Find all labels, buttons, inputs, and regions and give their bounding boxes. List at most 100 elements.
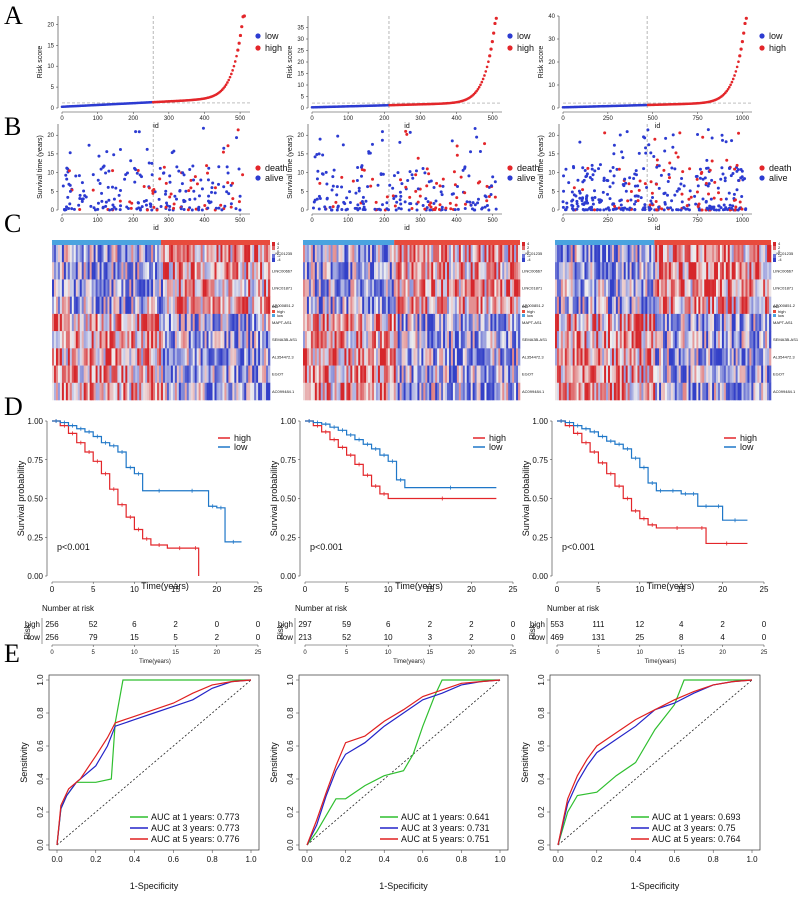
heatmap-cell [244, 313, 247, 332]
heatmap-cell [157, 262, 160, 280]
heatmap-cell [502, 245, 505, 263]
heatmap-cell [61, 279, 65, 297]
heatmap-cell [751, 313, 754, 332]
heatmap-cell [439, 279, 442, 297]
heatmap-cell [657, 279, 660, 297]
heatmap-cell [447, 279, 450, 297]
heatmap-cell [358, 348, 361, 366]
death-point [689, 195, 693, 199]
heatmap-cell [316, 313, 320, 332]
alive-point [161, 171, 165, 175]
death-point [627, 182, 631, 186]
heatmap-cell [212, 365, 215, 384]
heatmap-row [303, 382, 521, 401]
plot-frame [298, 674, 509, 851]
heatmap-cell [348, 279, 351, 297]
heatmap-cell [264, 262, 267, 280]
y-tick-label: 1.00 [280, 417, 296, 426]
heatmap-cell [131, 296, 134, 315]
alive-point [574, 194, 578, 198]
heatmap-cell [91, 348, 94, 366]
death-point [463, 191, 467, 195]
heatmap-cell [598, 365, 601, 384]
heatmap-cell [755, 279, 758, 297]
heatmap-cell [368, 313, 371, 332]
heatmap-cell [246, 313, 249, 332]
alive-point [585, 194, 589, 198]
heatmap-cell [717, 348, 721, 366]
heatmap-cell [61, 348, 65, 366]
y-tick-label: 0.2 [286, 806, 295, 818]
heatmap-cell [143, 279, 146, 297]
alive-point [104, 200, 108, 204]
heatmap-cell [364, 313, 367, 332]
heatmap-cell [586, 348, 589, 366]
heatmap-cell [395, 365, 398, 384]
alive-point [694, 174, 698, 178]
heatmap-cell [625, 279, 628, 297]
heatmap-cell [395, 348, 398, 366]
heatmap-cell [757, 365, 760, 384]
x-tick-label: 100 [93, 116, 104, 122]
risk-table-tick-label: 20 [468, 650, 475, 656]
heatmap-cell [486, 331, 489, 349]
heatmap-cell [196, 348, 199, 366]
alive-point [480, 206, 484, 210]
death-point [362, 168, 366, 172]
high-risk-point [743, 21, 747, 26]
x-tick-label: 750 [693, 218, 704, 224]
heatmap-cell [258, 279, 261, 297]
heatmap-cell [79, 313, 83, 332]
heatmap-cell [635, 348, 638, 366]
heatmap-cell [641, 245, 644, 263]
heatmap-cell [625, 365, 628, 384]
alive-point [206, 178, 210, 182]
heatmap-cell [377, 245, 381, 263]
y-tick-label: 5 [51, 85, 55, 91]
heatmap-cell [606, 313, 609, 332]
heatmap-cell [316, 348, 320, 366]
high-risk-point [494, 16, 498, 20]
heatmap-cell [690, 348, 693, 366]
heatmap-cell [133, 313, 136, 332]
heatmap-cell [326, 245, 329, 263]
alive-point [628, 206, 632, 210]
alive-point [619, 203, 623, 207]
heatmap-cell [393, 245, 397, 263]
heatmap-cell [356, 382, 359, 401]
heatmap-cell [113, 365, 116, 384]
heatmap-cell [216, 382, 219, 401]
heatmap-cell [254, 313, 257, 332]
heatmap-cell [129, 245, 132, 263]
heatmap-cell [121, 331, 124, 349]
alive-point [425, 206, 429, 210]
color-scale-step [272, 242, 275, 246]
heatmap-cell [244, 296, 247, 315]
heatmap-cell [417, 348, 420, 366]
heatmap-cell [478, 313, 481, 332]
heatmap-cell [411, 365, 414, 384]
heatmap-cell [306, 262, 310, 280]
heatmap-cell [111, 262, 114, 280]
death-point [653, 137, 657, 141]
heatmap-cell [208, 382, 211, 401]
heatmap-cell [67, 331, 71, 349]
heatmap-cell [172, 279, 176, 297]
heatmap-cell [358, 331, 361, 349]
alive-point [636, 184, 640, 188]
death-point [334, 200, 338, 204]
heatmap-cell [370, 382, 373, 401]
color-scale-step [272, 254, 275, 258]
heatmap-cell [153, 365, 156, 384]
x-tick-label: 300 [164, 116, 175, 122]
heatmap-cell [425, 348, 428, 366]
high-risk-point [231, 69, 234, 72]
y-tick-label: 5 [301, 189, 305, 195]
alive-point [118, 188, 122, 192]
heatmap-cell [663, 279, 666, 297]
heatmap-cell [151, 262, 154, 280]
heatmap-cell [429, 313, 432, 332]
y-axis-label: Risk score [538, 46, 545, 79]
heatmap-cell [590, 382, 593, 401]
alive-point [355, 179, 359, 183]
